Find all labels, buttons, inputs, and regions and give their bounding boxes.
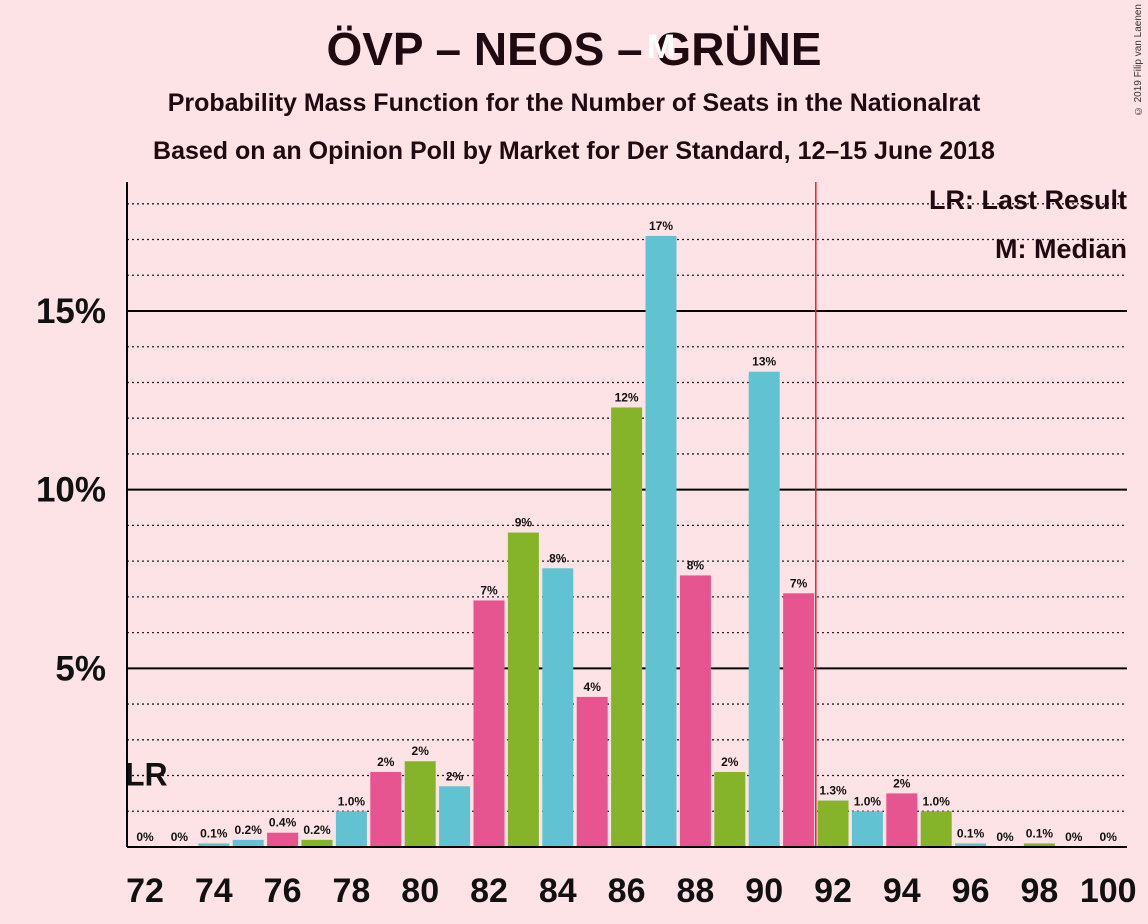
bar-value-label: 17% [649,219,673,233]
chart-subtitle: Probability Mass Function for the Number… [167,89,981,117]
bar [576,696,608,847]
bar-value-label: 4% [584,680,602,694]
bar-value-label: 2% [377,755,395,769]
x-tick-label: 74 [195,872,233,910]
x-tick-label: 100 [1080,872,1137,910]
bar-value-label: 7% [480,583,498,597]
bar [439,786,471,847]
bar-value-label: 12% [615,390,639,404]
bar [851,811,883,847]
bar-value-label: 0% [136,830,154,844]
bar-value-label: 8% [549,551,567,565]
y-tick-label: 15% [36,292,106,331]
bar-value-label: 0.2% [303,823,331,837]
x-tick-label: 86 [608,872,646,910]
bar [611,407,643,847]
x-tick-label: 82 [470,872,508,910]
bar-value-label: 8% [687,558,705,572]
x-tick-label: 72 [126,872,164,910]
x-tick-label: 78 [332,872,370,910]
bar-value-label: 1.0% [923,794,951,808]
bar-value-label: 1.0% [338,794,366,808]
y-tick-label: 5% [55,649,106,688]
bar-value-label: 0% [1100,830,1118,844]
bar-value-label: 0.2% [235,823,263,837]
bar-value-label: 0.4% [269,816,297,830]
median-marker: M [647,28,675,66]
legend-last-result: LR: Last Result [929,185,1127,215]
bar [198,843,230,847]
bar [232,839,264,847]
bar-value-label: 0% [1065,830,1083,844]
bar-value-label: 2% [893,776,911,790]
x-tick-label: 84 [539,872,577,910]
bar-value-label: 1.3% [819,784,847,798]
bar-value-label: 0% [171,830,189,844]
bar [404,761,436,847]
x-tick-label: 76 [264,872,302,910]
bar [335,811,367,847]
x-tick-label: 92 [814,872,852,910]
bar-value-label: 1.0% [854,794,882,808]
x-tick-label: 98 [1020,872,1058,910]
bar [748,371,780,847]
bar-value-label: 0% [996,830,1014,844]
last-result-marker: LR [125,757,168,793]
bar [920,811,952,847]
bar [679,575,711,847]
bar [473,600,505,847]
bar [645,235,677,847]
bar [301,839,333,847]
legend-median: M: Median [995,234,1127,264]
bar-value-label: 7% [790,576,808,590]
x-tick-label: 90 [745,872,783,910]
bar-value-label: 0.1% [200,826,228,840]
bar-value-label: 9% [515,516,533,530]
chart-subtitle-source: Based on an Opinion Poll by Market for D… [153,137,995,165]
bar [886,793,918,847]
bar [714,771,746,847]
bar [370,771,402,847]
bar-value-label: 2% [721,755,739,769]
bar [955,843,987,847]
bar [817,800,849,847]
x-tick-label: 96 [952,872,990,910]
bar-value-label: 2% [446,769,464,783]
bar [267,832,299,847]
bar-value-label: 13% [752,355,776,369]
bar [542,568,574,847]
bar [783,593,815,847]
x-tick-label: 80 [401,872,439,910]
bar-value-label: 2% [412,744,430,758]
y-tick-label: 10% [36,471,106,510]
chart-title: ÖVP – NEOS – GRÜNE [326,23,822,75]
x-tick-label: 88 [676,872,714,910]
bar-value-label: 0.1% [1026,826,1054,840]
bar-value-label: 0.1% [957,826,985,840]
bar [1023,843,1055,847]
bar [507,532,539,847]
x-tick-label: 94 [883,872,921,910]
